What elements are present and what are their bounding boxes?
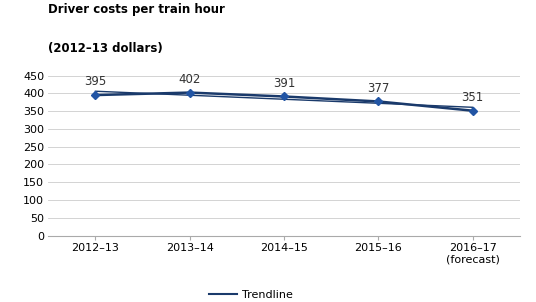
Text: 377: 377 (367, 82, 390, 95)
Text: Driver costs per train hour: Driver costs per train hour (48, 3, 225, 16)
Text: (2012–13 dollars): (2012–13 dollars) (48, 42, 163, 55)
Text: 351: 351 (461, 91, 484, 104)
Text: 391: 391 (273, 76, 295, 89)
Text: 395: 395 (84, 75, 107, 88)
Text: 402: 402 (178, 72, 201, 86)
Legend: Trendline: Trendline (205, 286, 297, 302)
